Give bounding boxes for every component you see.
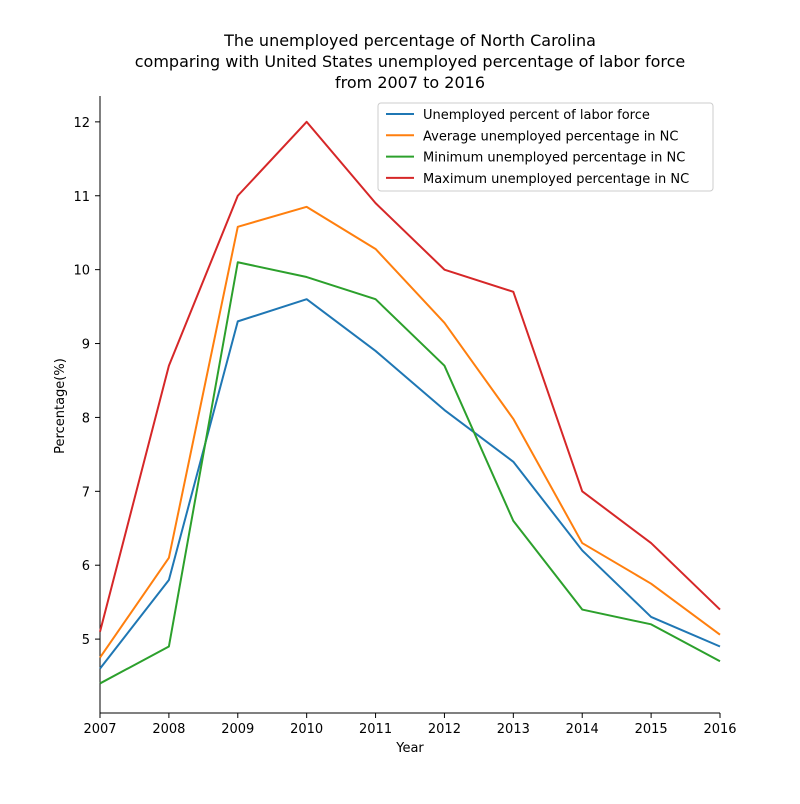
series-line-4 xyxy=(99,120,721,632)
y-axis-label: Percentage(%) xyxy=(53,358,68,454)
y-tick-label: 7 xyxy=(82,485,90,500)
x-tick-label: 2010 xyxy=(290,722,323,737)
x-tick-label: 2012 xyxy=(428,722,461,737)
y-tick-label: 6 xyxy=(82,559,90,574)
y-tick-label: 10 xyxy=(73,264,90,279)
y-tick-label: 12 xyxy=(73,116,90,131)
x-tick-label: 2013 xyxy=(497,722,530,737)
y-tick-label: 8 xyxy=(82,411,90,426)
chart-title-line-1: The unemployed percentage of North Carol… xyxy=(223,31,596,50)
legend-frame xyxy=(377,102,714,192)
chart-title-line-2: comparing with United States unemployed … xyxy=(135,52,685,71)
legend-label: Maximum unemployed percentage in NC xyxy=(423,172,689,187)
y-axis-ticks: 5 6 7 8 9 10 11 12 xyxy=(73,116,100,648)
x-tick-label: 2009 xyxy=(221,722,254,737)
x-tick-label: 2014 xyxy=(566,722,599,737)
chart-title-line-3: from 2007 to 2016 xyxy=(335,73,485,92)
legend-label: Unemployed percent of labor force xyxy=(423,108,650,123)
legend-label: Minimum unemployed percentage in NC xyxy=(423,151,685,166)
series-line-1 xyxy=(99,298,721,670)
legend-label: Average unemployed percentage in NC xyxy=(423,129,678,144)
x-axis-ticks: 2007 2008 2009 2010 2011 2012 2013 2014 2015 2016 xyxy=(83,713,737,737)
x-axis-label: Year xyxy=(395,741,424,756)
series-line-3 xyxy=(99,261,721,685)
y-tick-label: 11 xyxy=(73,190,90,205)
series-line-2 xyxy=(99,205,721,659)
series-lines xyxy=(99,120,721,685)
legend: Unemployed percent of labor force Average… xyxy=(377,102,714,192)
x-tick-label: 2011 xyxy=(359,722,392,737)
y-tick-label: 9 xyxy=(82,338,90,353)
x-tick-label: 2008 xyxy=(152,722,185,737)
x-tick-label: 2007 xyxy=(83,722,116,737)
x-tick-label: 2016 xyxy=(703,722,736,737)
y-tick-label: 5 xyxy=(82,633,90,648)
x-tick-label: 2015 xyxy=(635,722,668,737)
